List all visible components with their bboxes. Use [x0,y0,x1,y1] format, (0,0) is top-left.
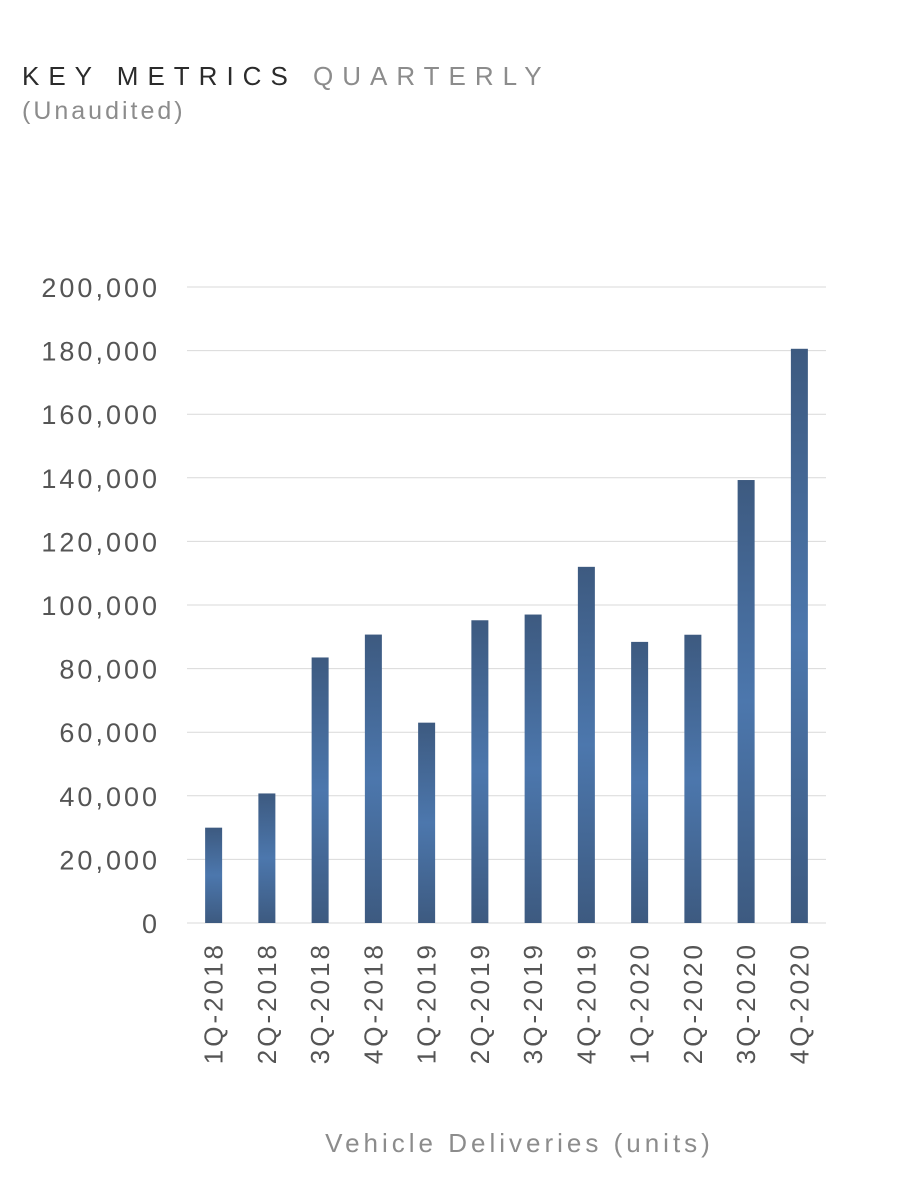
bar [311,657,329,923]
x-tick-label: 3Q-2020 [731,942,761,1064]
chart-title: KEY METRICS QUARTERLY [22,58,551,94]
x-tick-label: 2Q-2020 [678,942,708,1064]
bar [418,722,436,923]
bars [205,348,808,923]
y-tick-label: 80,000 [59,655,160,685]
y-tick-label: 0 [142,909,160,939]
x-axis-title: Vehicle Deliveries (units) [325,1128,714,1158]
x-tick-label: 3Q-2018 [305,942,335,1064]
x-tick-label: 4Q-2020 [784,942,814,1064]
title-main: KEY METRICS [22,61,297,91]
y-tick-label: 40,000 [59,782,160,812]
x-tick-label: 4Q-2018 [358,942,388,1064]
x-tick-label: 4Q-2019 [571,942,601,1064]
x-tick-label: 1Q-2018 [199,942,229,1064]
y-tick-label: 120,000 [41,527,160,557]
bar [577,566,595,923]
y-tick-label: 60,000 [59,718,160,748]
chart-header: KEY METRICS QUARTERLY (Unaudited) [22,58,551,128]
title-sub: QUARTERLY [313,61,551,91]
y-axis-tick-labels: 0 20,000 40,000 60,000 80,000 100,000 120,000 1… [41,273,160,939]
bar [258,793,276,923]
y-tick-label: 20,000 [59,845,160,875]
bar [790,348,808,923]
bar [631,641,649,923]
bar [364,634,382,923]
y-tick-label: 200,000 [41,273,160,303]
bar [737,480,755,923]
y-tick-label: 180,000 [41,337,160,367]
chart-subtitle: (Unaudited) [22,97,186,125]
x-tick-label: 3Q-2019 [518,942,548,1064]
y-tick-label: 100,000 [41,591,160,621]
grid-lines [187,286,826,924]
x-axis-tick-labels: 1Q-2018 2Q-2018 3Q-2018 4Q-2018 1Q-2019 2Q-20… [199,942,815,1064]
y-tick-label: 160,000 [41,400,160,430]
bar [205,827,223,923]
bar [471,620,489,923]
bar [524,614,542,923]
y-tick-label: 140,000 [41,464,160,494]
bar [684,634,702,923]
x-tick-label: 2Q-2018 [252,942,282,1064]
x-tick-label: 1Q-2020 [625,942,655,1064]
x-tick-label: 1Q-2019 [412,942,442,1064]
x-tick-label: 2Q-2019 [465,942,495,1064]
